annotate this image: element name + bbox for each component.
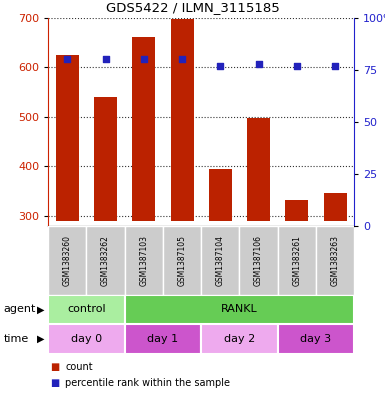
Bar <box>94 97 117 221</box>
Bar <box>285 200 308 221</box>
Bar <box>323 193 346 221</box>
Bar <box>132 37 155 221</box>
Point <box>332 62 338 69</box>
Text: GSM1383260: GSM1383260 <box>63 235 72 286</box>
Text: GSM1387106: GSM1387106 <box>254 235 263 286</box>
Point <box>294 62 300 69</box>
Text: GSM1383262: GSM1383262 <box>101 235 110 286</box>
Text: GDS5422 / ILMN_3115185: GDS5422 / ILMN_3115185 <box>105 1 280 14</box>
Bar <box>48 295 125 324</box>
Bar <box>316 226 354 295</box>
Point <box>141 56 147 62</box>
Bar <box>48 324 125 354</box>
Text: RANKL: RANKL <box>221 305 258 314</box>
Bar <box>247 118 270 221</box>
Bar <box>278 324 354 354</box>
Point <box>256 61 262 67</box>
Text: control: control <box>67 305 106 314</box>
Text: day 3: day 3 <box>300 334 331 344</box>
Point <box>179 56 185 62</box>
Bar <box>163 226 201 295</box>
Text: agent: agent <box>4 305 36 314</box>
Point <box>64 56 70 62</box>
Bar <box>48 226 86 295</box>
Text: GSM1387103: GSM1387103 <box>139 235 148 286</box>
Text: day 0: day 0 <box>71 334 102 344</box>
Bar <box>125 324 201 354</box>
Text: ▶: ▶ <box>37 334 44 344</box>
Point <box>102 56 109 62</box>
Text: ■: ■ <box>50 362 59 373</box>
Text: GSM1383263: GSM1383263 <box>331 235 340 286</box>
Bar <box>56 55 79 221</box>
Bar <box>239 226 278 295</box>
Text: day 2: day 2 <box>224 334 255 344</box>
Text: day 1: day 1 <box>147 334 179 344</box>
Text: GSM1387104: GSM1387104 <box>216 235 225 286</box>
Text: ■: ■ <box>50 378 59 388</box>
Bar <box>125 295 354 324</box>
Bar <box>201 324 278 354</box>
Bar <box>86 226 125 295</box>
Point <box>217 62 223 69</box>
Text: ▶: ▶ <box>37 305 44 314</box>
Text: time: time <box>4 334 29 344</box>
Bar <box>171 19 194 221</box>
Bar <box>209 169 232 221</box>
Text: GSM1387105: GSM1387105 <box>177 235 187 286</box>
Bar <box>201 226 239 295</box>
Text: count: count <box>65 362 93 373</box>
Bar <box>125 226 163 295</box>
Text: percentile rank within the sample: percentile rank within the sample <box>65 378 231 388</box>
Text: GSM1383261: GSM1383261 <box>292 235 301 286</box>
Bar <box>278 226 316 295</box>
